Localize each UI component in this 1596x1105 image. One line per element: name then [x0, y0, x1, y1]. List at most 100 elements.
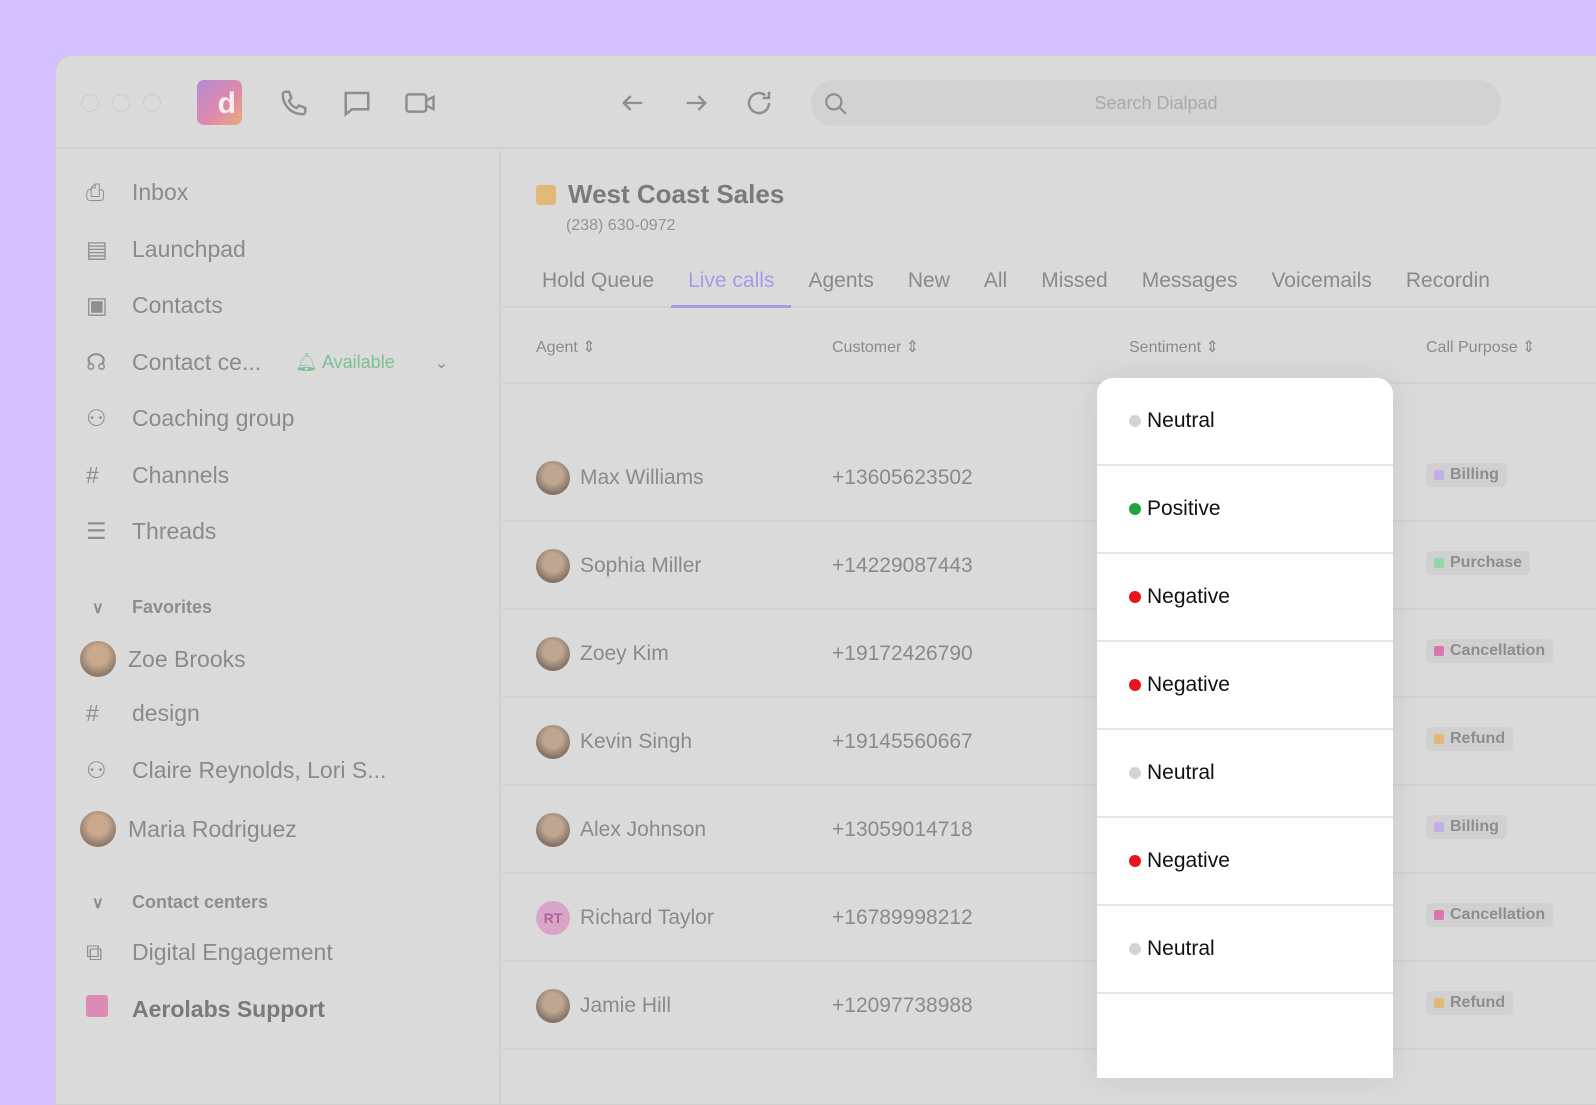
- column-header-customer[interactable]: Customer ⇕: [832, 339, 920, 356]
- agent-name: Zoey Kim: [580, 642, 669, 665]
- sentiment-cell: Positive: [1097, 466, 1393, 554]
- sidebar-item-label: Threads: [132, 518, 217, 544]
- chevron-down-icon[interactable]: ⌄: [434, 354, 449, 372]
- call-purpose-tag: Cancellation: [1426, 903, 1554, 927]
- column-header-sentiment[interactable]: Sentiment ⇕: [1129, 339, 1219, 356]
- sentiment-label: Neutral: [1147, 409, 1215, 432]
- sidebar-item-threads[interactable]: ☰ Threads: [86, 518, 216, 545]
- sentiment-dot-icon: [1129, 503, 1141, 515]
- table-row[interactable]: Alex Johnson +13059014718 Billing: [503, 786, 1596, 874]
- agent-cell: Alex Johnson: [536, 813, 706, 847]
- tab-hold-queue[interactable]: Hold Queue: [542, 269, 655, 292]
- sidebar-item-contacts[interactable]: ▣ Contacts: [86, 292, 223, 319]
- availability-status[interactable]: 🔔︎ Available: [295, 352, 395, 372]
- team-phone-number: (238) 630-0972: [566, 217, 676, 234]
- table-row[interactable]: Kevin Singh +19145560667 Refund: [503, 698, 1596, 786]
- purpose-label: Refund: [1450, 994, 1506, 1011]
- purpose-label: Cancellation: [1450, 642, 1546, 659]
- favorite-label: Zoe Brooks: [128, 645, 246, 672]
- avatar: [80, 641, 116, 677]
- phone-icon[interactable]: [279, 88, 309, 118]
- tab-bar: Hold Queue Live calls Agents New All Missed Me…: [503, 261, 1596, 308]
- customer-cell: +16789998212: [832, 906, 973, 929]
- sidebar-item-coaching-group[interactable]: ⚇ Coaching group: [86, 405, 294, 432]
- avatar: [536, 549, 570, 583]
- tab-recordin[interactable]: Recordin: [1405, 269, 1490, 292]
- tab-live-calls[interactable]: Live calls: [671, 261, 792, 308]
- table-row[interactable]: Jamie Hill +12097738988 Refund: [503, 962, 1596, 1050]
- sentiment-label: Negative: [1147, 585, 1230, 608]
- inbox-icon: ⎙: [86, 179, 105, 205]
- dialpad-logo: d: [197, 80, 242, 125]
- sentiment-cell: Negative: [1097, 554, 1393, 642]
- status-label: Available: [321, 352, 395, 372]
- favorite-item[interactable]: # design: [86, 700, 200, 727]
- customer-cell: +19172426790: [832, 642, 973, 665]
- avatar: [536, 725, 570, 759]
- tab-messages[interactable]: Messages: [1141, 269, 1238, 292]
- hash-icon: #: [86, 700, 99, 726]
- column-header-call-purpose[interactable]: Call Purpose ⇕: [1426, 339, 1536, 356]
- sentiment-cell: Neutral: [1097, 906, 1393, 994]
- table-row[interactable]: Sophia Miller +14229087443 Purchase: [503, 522, 1596, 610]
- forward-arrow-icon[interactable]: [682, 89, 710, 117]
- table-row[interactable]: RT Richard Taylor +16789998212 Cancellati…: [503, 874, 1596, 962]
- titlebar: d Search Dialpad: [56, 56, 1596, 149]
- avatar: [536, 813, 570, 847]
- favorite-label: Maria Rodriguez: [128, 815, 297, 842]
- chevron-down-icon: ∨: [92, 599, 104, 617]
- agent-cell: Zoey Kim: [536, 637, 669, 671]
- sidebar-item-channels[interactable]: # Channels: [86, 462, 229, 489]
- sentiment-label: Positive: [1147, 497, 1221, 520]
- table-row[interactable]: Max Williams +13605623502 Billing: [503, 434, 1596, 522]
- customer-cell: +12097738988: [832, 994, 973, 1017]
- tab-voicemails[interactable]: Voicemails: [1271, 269, 1372, 292]
- tab-missed[interactable]: Missed: [1041, 269, 1108, 292]
- message-icon[interactable]: [342, 88, 372, 118]
- close-window-button[interactable]: [81, 94, 99, 112]
- purpose-label: Cancellation: [1450, 906, 1546, 923]
- favorite-item[interactable]: ⚇ Claire Reynolds, Lori S...: [86, 757, 386, 784]
- minimize-window-button[interactable]: [112, 94, 130, 112]
- avatar: [80, 811, 116, 847]
- contact-centers-section-toggle[interactable]: ∨ Contact centers: [86, 892, 268, 913]
- launchpad-icon: ▤: [86, 236, 108, 262]
- group-icon: ⚇: [86, 757, 107, 783]
- avatar: [536, 461, 570, 495]
- sentiment-cell: Negative: [1097, 818, 1393, 906]
- sentiment-dot-icon: [1129, 591, 1141, 603]
- agent-cell: RT Richard Taylor: [536, 901, 714, 935]
- contact-center-label: Digital Engagement: [132, 939, 333, 965]
- call-purpose-tag: Refund: [1426, 991, 1514, 1015]
- sidebar-item-contact-center[interactable]: ☊ Contact ce... 🔔︎ Available ⌄: [86, 349, 486, 376]
- contact-center-item[interactable]: ⧉ Digital Engagement: [86, 939, 333, 966]
- favorites-section-toggle[interactable]: ∨ Favorites: [86, 597, 212, 618]
- column-header-agent[interactable]: Agent ⇕: [536, 339, 596, 356]
- sidebar-item-launchpad[interactable]: ▤ Launchpad: [86, 236, 246, 263]
- favorite-item[interactable]: Maria Rodriguez: [80, 811, 297, 847]
- avatar: [536, 989, 570, 1023]
- call-purpose-tag: Purchase: [1426, 551, 1531, 575]
- purpose-color-icon: [1434, 910, 1444, 920]
- group-icon: ⚇: [86, 405, 107, 431]
- tab-all[interactable]: All: [983, 269, 1008, 292]
- sentiment-label: Negative: [1147, 673, 1230, 696]
- sidebar-item-label: Contacts: [132, 292, 223, 318]
- sidebar-item-inbox[interactable]: ⎙ Inbox: [86, 179, 188, 206]
- sidebar-item-label: Launchpad: [132, 236, 246, 262]
- purpose-label: Billing: [1450, 818, 1499, 835]
- table-row[interactable]: Zoey Kim +19172426790 Cancellation: [503, 610, 1596, 698]
- agent-cell: Max Williams: [536, 461, 704, 495]
- maximize-window-button[interactable]: [143, 94, 161, 112]
- customer-cell: +14229087443: [832, 554, 973, 577]
- tab-agents[interactable]: Agents: [808, 269, 874, 292]
- favorite-item[interactable]: Zoe Brooks: [80, 641, 246, 677]
- back-arrow-icon[interactable]: [619, 89, 647, 117]
- avatar: [536, 637, 570, 671]
- purpose-color-icon: [1434, 470, 1444, 480]
- tab-new[interactable]: New: [907, 269, 950, 292]
- search-input[interactable]: Search Dialpad: [811, 80, 1501, 126]
- video-icon[interactable]: [404, 88, 436, 118]
- refresh-icon[interactable]: [744, 88, 774, 118]
- contact-center-item[interactable]: Aerolabs Support: [86, 995, 325, 1023]
